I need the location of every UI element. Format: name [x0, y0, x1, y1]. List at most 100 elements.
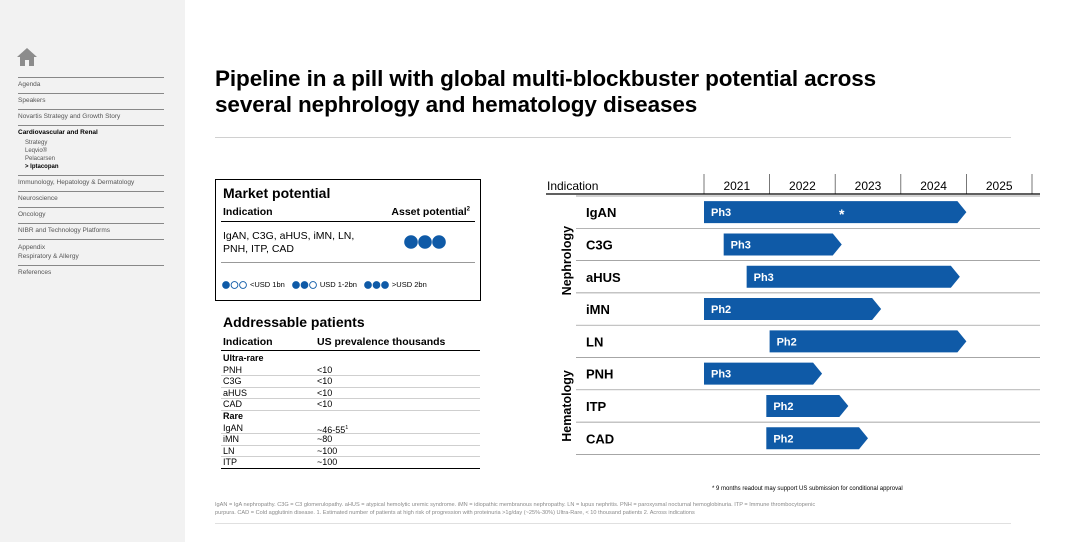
page-title-line2: several nephrology and hematology diseas… [215, 92, 698, 117]
sidebar-item-immunology[interactable]: Immunology, Hepatology & Dermatology [18, 175, 164, 191]
table-cell-indication: Rare [223, 410, 244, 421]
page-title: Pipeline in a pill with global multi-blo… [215, 66, 1015, 118]
table-cell-indication: ITP [223, 457, 238, 468]
table-cell-prevalence: ~46-551 [317, 424, 349, 435]
legend-item: <USD 1bn [222, 280, 285, 289]
table-row: C3G <10 [221, 376, 480, 388]
market-asset-header-sup: 2 [466, 206, 470, 213]
sidebar-nav: Agenda Speakers Novartis Strategy and Gr… [18, 77, 164, 281]
sidebar-item-references[interactable]: References [18, 265, 164, 281]
asset-potential-dots [404, 235, 446, 249]
table-cell-prevalence: ~80 [317, 434, 333, 445]
legend-label: <USD 1bn [250, 280, 285, 289]
legend-dots-icon [291, 280, 317, 289]
table-cell-indication: LN [223, 445, 235, 456]
asset-dot [404, 235, 418, 249]
sidebar: Agenda Speakers Novartis Strategy and Gr… [0, 0, 185, 542]
gantt-indication-label: ITP [586, 399, 607, 414]
gantt-bar [704, 201, 967, 224]
table-cell-indication: PNH [223, 364, 243, 375]
market-header-divider [221, 221, 475, 222]
gantt-indication-label: aHUS [586, 270, 621, 285]
gantt-bar [746, 265, 960, 288]
table-cell-prevalence: <10 [317, 387, 333, 398]
gantt-group-label: Hematology [560, 370, 574, 442]
table-cell-indication: CAD [223, 399, 243, 410]
table-row: iMN ~80 [221, 434, 480, 446]
legend-item: USD 1-2bn [291, 280, 357, 289]
table-cell-indication: Ultra-rare [223, 353, 264, 363]
legend-label: USD 1-2bn [319, 280, 357, 289]
abbreviations-line2: purpura. CAD = Cold agglutinin disease. … [215, 510, 695, 516]
sidebar-subitem-strategy[interactable]: Strategy [25, 140, 48, 146]
abbreviations: IgAN = IgA nephropathy. C3G = C3 glomeru… [215, 501, 1025, 517]
market-indication-header: Indication [223, 206, 273, 218]
page-title-line1: Pipeline in a pill with global multi-blo… [215, 66, 877, 91]
gantt-phase-label: Ph2 [711, 304, 731, 316]
table-cell-prevalence: ~100 [317, 445, 338, 456]
gantt-indication-label: IgAN [586, 205, 616, 220]
table-cell-prevalence: <10 [317, 364, 333, 375]
gantt-year-label: 2021 [723, 179, 750, 193]
addressable-col-prevalence: US prevalence thousands [317, 336, 446, 348]
asset-potential-legend: <USD 1bn USD 1-2bn >USD 2bn [222, 280, 434, 289]
sidebar-item-cardiovascular-renal[interactable]: Cardiovascular and Renal [18, 125, 164, 139]
market-asset-header-label: Asset potential [391, 206, 467, 218]
table-category-row: Ultra-rare [221, 353, 480, 365]
table-cell-footnote-ref: 1 [345, 424, 349, 431]
abbreviations-line1: IgAN = IgA nephropathy. C3G = C3 glomeru… [215, 502, 816, 508]
gantt-bar [766, 394, 849, 417]
sidebar-item-agenda[interactable]: Agenda [18, 77, 164, 93]
gantt-indication-label: iMN [586, 302, 610, 317]
gantt-bar [723, 233, 842, 256]
sidebar-item-speakers[interactable]: Speakers [18, 93, 164, 109]
table-row: ITP ~100 [221, 457, 480, 469]
sidebar-subitem-pelacarsen[interactable]: Pelacarsen [25, 156, 56, 162]
addressable-col-indication: Indication [223, 336, 273, 348]
sidebar-item-strategy-growth[interactable]: Novartis Strategy and Growth Story [18, 109, 164, 125]
gantt-indication-label: CAD [586, 431, 614, 446]
gantt-phase-label: Ph3 [711, 207, 731, 219]
gantt-phase-label: Ph2 [777, 336, 797, 348]
sidebar-subitem-leqvio[interactable]: Leqvio® [25, 148, 48, 154]
legend-dots-icon [222, 280, 247, 289]
table-row: aHUS <10 [221, 388, 480, 400]
gantt-phase-label: Ph3 [711, 369, 731, 381]
sidebar-item-nibr[interactable]: NIBR and Technology Platforms [18, 223, 164, 239]
table-row: IgAN ~46-551 [221, 423, 480, 435]
gantt-phase-label: Ph2 [773, 401, 793, 413]
home-icon[interactable] [16, 47, 38, 67]
market-legend-divider [221, 262, 475, 263]
gantt-year-label: 2023 [855, 179, 882, 193]
gantt-phase-label: Ph3 [754, 272, 774, 284]
gantt-readout-star: * [839, 206, 845, 222]
gantt-year-label: 2022 [789, 179, 816, 193]
gantt-phase-label: Ph2 [773, 433, 793, 445]
gantt-indication-label: C3G [586, 237, 613, 252]
sidebar-item-appendix[interactable]: Appendix Respiratory & Allergy [18, 239, 164, 265]
gantt-header-indication: Indication [547, 179, 598, 193]
market-indications: IgAN, C3G, aHUS, iMN, LN, PNH, ITP, CAD [223, 230, 355, 255]
gantt-indication-label: LN [586, 334, 603, 349]
gantt-bar [766, 427, 868, 450]
sidebar-item-neuroscience[interactable]: Neuroscience [18, 191, 164, 207]
sidebar-item-oncology[interactable]: Oncology [18, 207, 164, 223]
table-cell-indication: iMN [223, 434, 239, 445]
gantt-footnote: * 9 months readout may support US submis… [712, 486, 903, 492]
gantt-year-label: 2024 [920, 179, 947, 193]
title-divider [215, 137, 1011, 138]
sidebar-subitem-iptacopan[interactable]: > Iptacopan [25, 164, 59, 170]
table-row: LN ~100 [221, 446, 480, 458]
table-cell-prevalence: ~100 [317, 457, 338, 468]
table-cell-prevalence: <10 [317, 399, 333, 410]
table-category-row: Rare [221, 411, 480, 423]
legend-item: >USD 2bn [364, 280, 427, 289]
gantt-indication-label: PNH [586, 367, 613, 382]
gantt-bar [704, 362, 823, 385]
addressable-patients-title: Addressable patients [223, 314, 365, 330]
pipeline-gantt: Indication 2021 2022 2023 2024 2025 Nephrology… [546, 170, 1040, 470]
legend-dots-icon [364, 280, 389, 289]
sidebar-item-appendix-label: Appendix [18, 244, 46, 251]
table-cell-indication: C3G [223, 376, 242, 387]
table-cell-indication: IgAN [223, 422, 244, 433]
